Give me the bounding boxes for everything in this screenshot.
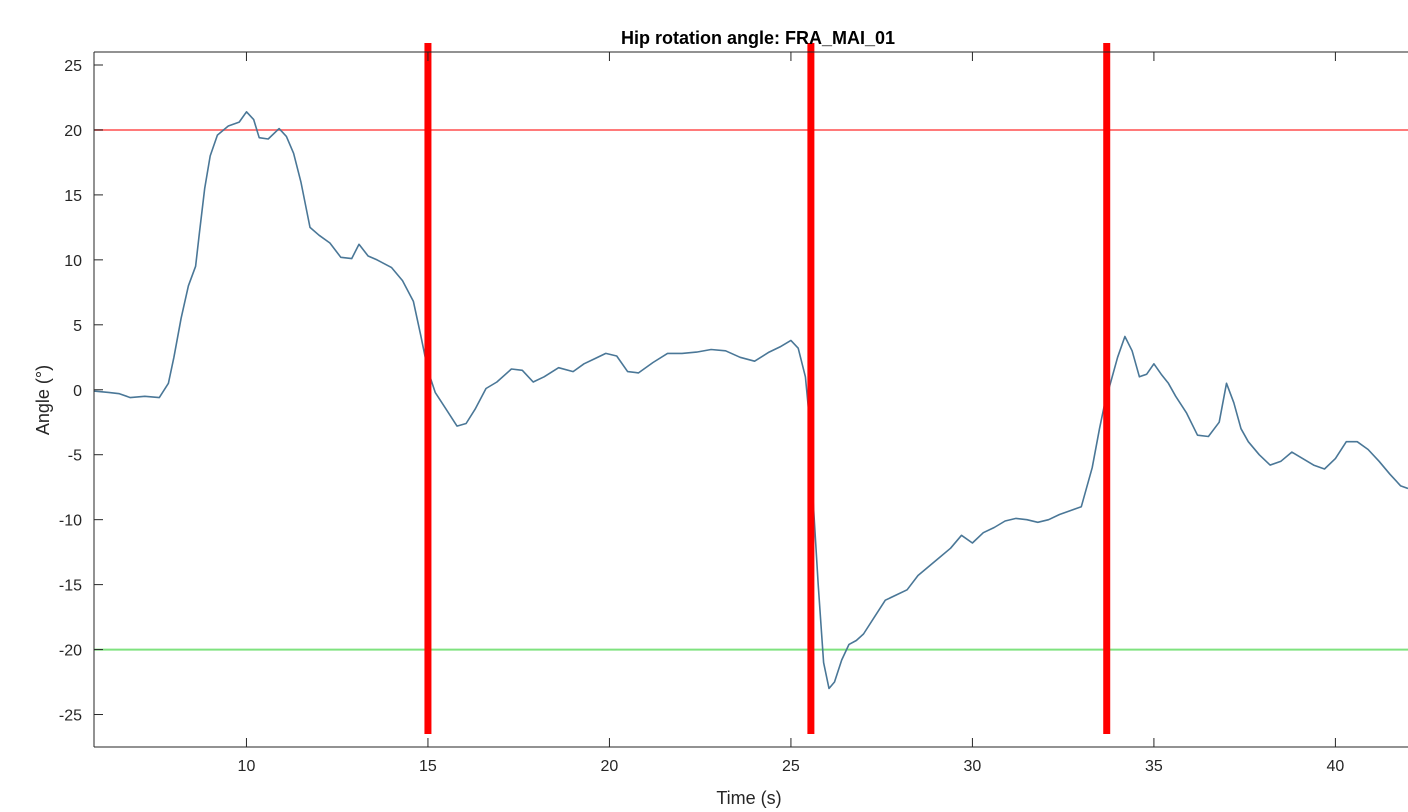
- y-tick-label: 15: [64, 188, 82, 205]
- series-line-1: [93, 111, 1408, 690]
- x-tick-label: 35: [1145, 758, 1163, 775]
- y-tick-label: -5: [68, 448, 82, 465]
- y-tick-label: 25: [64, 58, 82, 75]
- x-tick-label: 15: [419, 758, 437, 775]
- x-tick-label: 10: [238, 758, 256, 775]
- x-tick-label: 40: [1327, 758, 1345, 775]
- x-tick-label: 20: [601, 758, 619, 775]
- plot-background: [94, 52, 1408, 747]
- x-axis-label: Time (s): [716, 788, 781, 808]
- chart-title: Hip rotation angle: FRA_MAI_01: [621, 28, 895, 48]
- x-ticks: 10 15 20 25 30 35 40: [238, 52, 1345, 775]
- y-tick-label: 20: [64, 123, 82, 140]
- event-markers: [424, 43, 1111, 734]
- reference-lines: [94, 128, 1408, 651]
- y-tick-label: 0: [73, 383, 82, 400]
- y-axis-label: Angle (°): [33, 365, 53, 435]
- y-tick-label: -20: [59, 643, 82, 660]
- y-tick-label: 10: [64, 253, 82, 270]
- y-tick-label: -25: [59, 708, 82, 725]
- y-tick-label: -10: [59, 513, 82, 530]
- y-tick-label: -15: [59, 578, 82, 595]
- x-tick-label: 30: [964, 758, 982, 775]
- axes: [93, 51, 1408, 748]
- series-group: [93, 111, 1408, 690]
- x-tick-label: 25: [782, 758, 800, 775]
- y-tick-label: 5: [73, 318, 82, 335]
- y-ticks: 25 20 15 10 5 0 -5 -10 -15 -20 -25: [59, 58, 103, 725]
